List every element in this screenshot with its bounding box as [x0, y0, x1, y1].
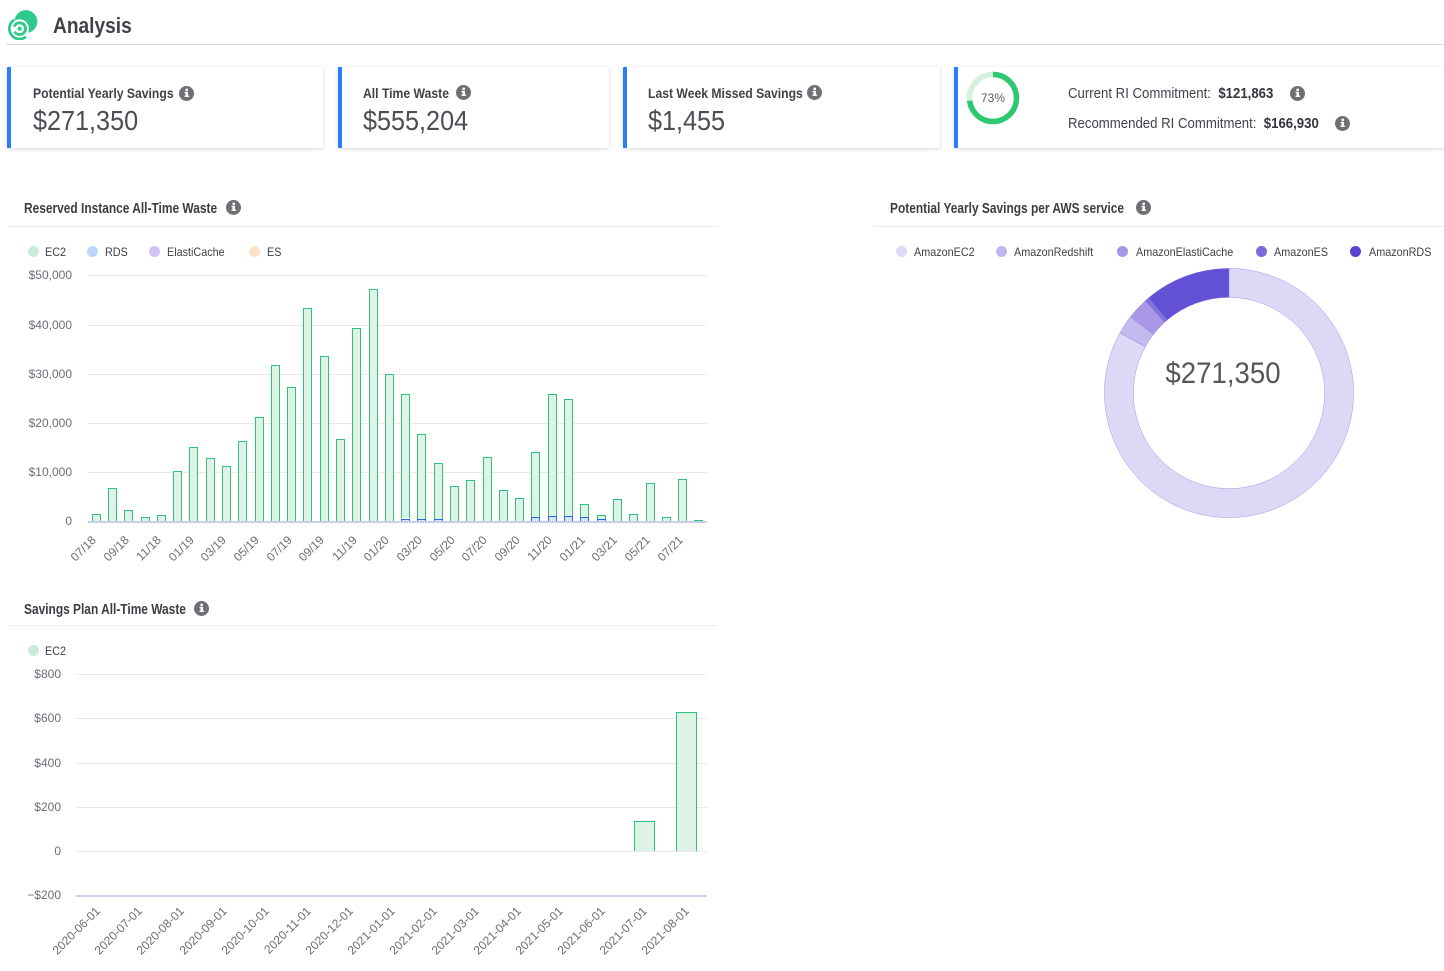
svg-text:73%: 73% — [981, 91, 1005, 105]
